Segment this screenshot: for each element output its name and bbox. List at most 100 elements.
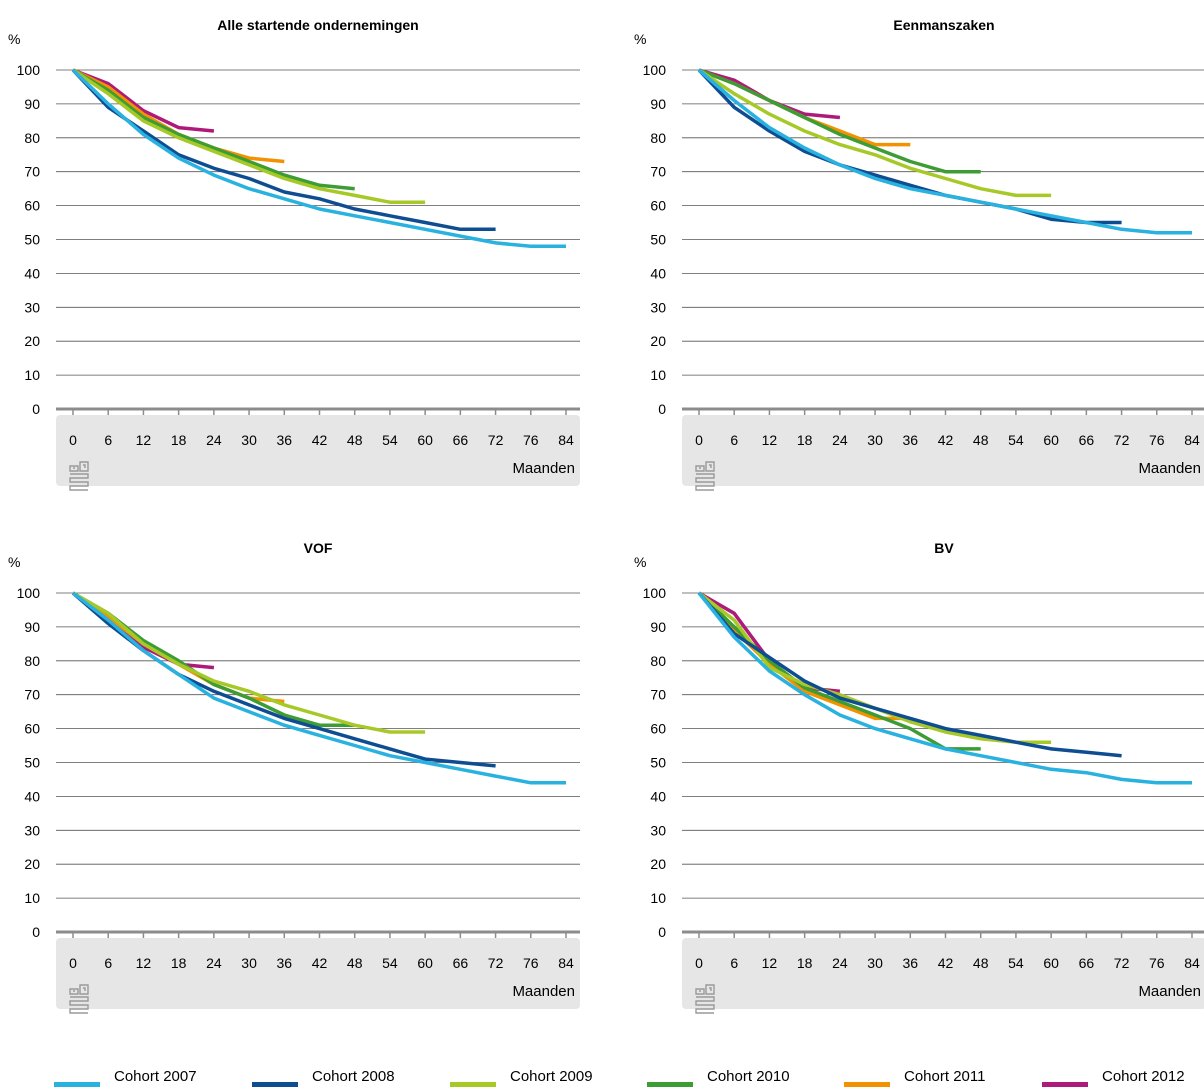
legend: Cohort 2007 Cohort 2008 Cohort 2009 Coho… bbox=[0, 1068, 1204, 1092]
y-tick-label: 0 bbox=[658, 401, 666, 417]
x-tick-label: 18 bbox=[797, 432, 813, 448]
chart-title: VOF bbox=[304, 540, 333, 556]
x-tick-label: 12 bbox=[136, 955, 152, 971]
logo-strokes bbox=[695, 984, 715, 1014]
x-tick-label: 36 bbox=[276, 955, 292, 971]
x-tick-label: 84 bbox=[1184, 955, 1200, 971]
x-tick-label: 0 bbox=[69, 432, 77, 448]
y-tick-label: 0 bbox=[32, 401, 40, 417]
x-tick-label: 30 bbox=[241, 432, 257, 448]
y-tick-label: 40 bbox=[24, 788, 40, 804]
x-tick-label: 30 bbox=[241, 955, 257, 971]
legend-swatch bbox=[252, 1082, 298, 1087]
x-tick-label: 60 bbox=[1043, 955, 1059, 971]
x-tick-label: 84 bbox=[1184, 432, 1200, 448]
y-tick-label: 90 bbox=[24, 619, 40, 635]
x-tick-label: 6 bbox=[104, 955, 112, 971]
y-tick-label: 50 bbox=[24, 755, 40, 771]
x-tick-label: 60 bbox=[1043, 432, 1059, 448]
series-line-cohort-2012 bbox=[72, 68, 215, 133]
x-tick-label: 72 bbox=[488, 955, 504, 971]
x-tick-label: 42 bbox=[938, 432, 954, 448]
x-tick-label: 48 bbox=[973, 955, 989, 971]
y-tick-label: 80 bbox=[650, 130, 666, 146]
chart-panel: 0 10 20 30 40 50 60 70 80 90 100 0 6 12 18 24 30 36 42 48 54… bbox=[634, 540, 1204, 1014]
legend-swatch bbox=[844, 1082, 890, 1087]
x-tick-label: 24 bbox=[206, 432, 222, 448]
x-tick-label: 66 bbox=[453, 955, 469, 971]
chart-panel: 0 10 20 30 40 50 60 70 80 90 100 0 6 12 18 24 30 36 42 48 54… bbox=[634, 17, 1204, 491]
y-tick-label: 30 bbox=[24, 299, 40, 315]
series-line-cohort-2010 bbox=[72, 68, 355, 191]
x-tick-label: 12 bbox=[136, 432, 152, 448]
series-line-cohort-2007 bbox=[697, 68, 1192, 235]
x-tick-label: 0 bbox=[695, 955, 703, 971]
y-tick-label: 50 bbox=[24, 232, 40, 248]
series-line-cohort-2008 bbox=[697, 591, 1122, 758]
y-tick-label: 0 bbox=[658, 924, 666, 940]
x-tick-label: 48 bbox=[347, 432, 363, 448]
x-tick-label: 54 bbox=[382, 955, 398, 971]
x-tick-label: 42 bbox=[938, 955, 954, 971]
y-tick-label: 70 bbox=[650, 164, 666, 180]
x-tick-label: 18 bbox=[171, 955, 187, 971]
x-axis-label: Maanden bbox=[512, 983, 575, 1000]
y-tick-label: 90 bbox=[650, 96, 666, 112]
y-tick-label: 40 bbox=[650, 265, 666, 281]
y-tick-label: 80 bbox=[24, 130, 40, 146]
x-tick-label: 18 bbox=[171, 432, 187, 448]
y-tick-label: 10 bbox=[24, 367, 40, 383]
chart-panel: 0 10 20 30 40 50 60 70 80 90 100 0 6 12 18 24 30 36 42 48 54… bbox=[8, 540, 580, 1014]
x-tick-label: 42 bbox=[312, 955, 328, 971]
x-tick-label: 72 bbox=[1114, 955, 1130, 971]
x-tick-label: 6 bbox=[730, 432, 738, 448]
series-line-cohort-2008 bbox=[697, 68, 1122, 225]
y-tick-label: 70 bbox=[24, 687, 40, 703]
x-tick-label: 60 bbox=[417, 955, 433, 971]
x-tick-label: 72 bbox=[488, 432, 504, 448]
y-tick-label: 70 bbox=[650, 687, 666, 703]
y-tick-label: 10 bbox=[650, 890, 666, 906]
series-line-cohort-2011 bbox=[72, 68, 285, 164]
x-tick-label: 0 bbox=[695, 432, 703, 448]
legend-label: Cohort 2008 bbox=[312, 1068, 395, 1085]
y-tick-label: 60 bbox=[24, 721, 40, 737]
legend-swatch bbox=[1042, 1082, 1088, 1087]
legend-label: Cohort 2009 bbox=[510, 1068, 593, 1085]
y-tick-label: 100 bbox=[643, 62, 667, 78]
x-tick-label: 66 bbox=[453, 432, 469, 448]
y-tick-label: 40 bbox=[650, 788, 666, 804]
y-tick-label: 20 bbox=[650, 333, 666, 349]
x-tick-label: 76 bbox=[523, 955, 539, 971]
x-tick-label: 30 bbox=[867, 432, 883, 448]
cbs-logo-icon bbox=[69, 984, 89, 1014]
x-tick-label: 0 bbox=[69, 955, 77, 971]
y-tick-label: 50 bbox=[650, 755, 666, 771]
x-tick-label: 76 bbox=[523, 432, 539, 448]
x-tick-label: 42 bbox=[312, 432, 328, 448]
x-tick-label: 72 bbox=[1114, 432, 1130, 448]
chart-panel: 0 10 20 30 40 50 60 70 80 90 100 0 6 12 18 24 30 36 42 48 54… bbox=[8, 17, 580, 491]
y-tick-label: 80 bbox=[650, 653, 666, 669]
logo-strokes bbox=[69, 461, 89, 491]
series-line-cohort-2007 bbox=[71, 591, 566, 785]
x-tick-label: 12 bbox=[762, 432, 778, 448]
y-tick-label: 40 bbox=[24, 265, 40, 281]
x-axis-label: Maanden bbox=[1138, 983, 1201, 1000]
x-tick-label: 36 bbox=[902, 955, 918, 971]
y-tick-label: 30 bbox=[650, 299, 666, 315]
y-tick-label: 100 bbox=[643, 585, 667, 601]
cbs-logo-icon bbox=[695, 461, 715, 491]
y-tick-label: 20 bbox=[650, 856, 666, 872]
x-tick-label: 84 bbox=[558, 955, 574, 971]
y-tick-label: 80 bbox=[24, 653, 40, 669]
x-tick-label: 66 bbox=[1079, 955, 1095, 971]
cbs-logo-icon bbox=[69, 461, 89, 491]
y-tick-label: 60 bbox=[650, 198, 666, 214]
x-tick-label: 54 bbox=[1008, 955, 1024, 971]
y-axis-label: % bbox=[634, 31, 646, 47]
y-tick-label: 10 bbox=[650, 367, 666, 383]
chart-title: Eenmanszaken bbox=[893, 17, 994, 33]
legend-label: Cohort 2010 bbox=[707, 1068, 790, 1085]
